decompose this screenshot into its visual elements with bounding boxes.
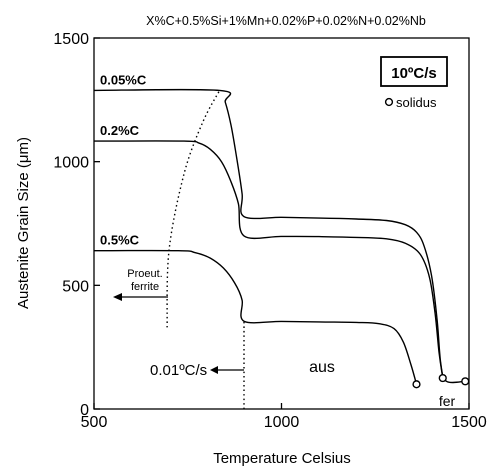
cool-rate-label: 0.01ºC/s — [150, 362, 207, 379]
x-tick-label: 1500 — [451, 414, 487, 431]
solidus-legend-marker — [384, 97, 394, 107]
x-tick-label: 1000 — [264, 414, 300, 431]
y-tick-label: 0 — [80, 402, 89, 419]
solidus-marker — [438, 373, 447, 383]
series-label-0.2%C: 0.2%C — [100, 123, 140, 138]
solidus-marker — [461, 377, 470, 386]
series-label-0.05%C: 0.05%C — [100, 72, 147, 87]
solidus-legend-label: solidus — [396, 95, 437, 110]
y-tick-label: 1500 — [53, 31, 89, 48]
solidus-marker — [412, 380, 421, 389]
x-tick-label: 500 — [81, 414, 108, 431]
aus-label: aus — [309, 359, 335, 376]
series-label-0.5%C: 0.5%C — [100, 233, 140, 248]
fer-label: fer — [439, 393, 456, 409]
x-axis-title: Temperature Celsius — [213, 450, 351, 467]
rate-legend-box — [380, 56, 448, 87]
y-tick-label: 500 — [62, 278, 89, 295]
y-tick-label: 1000 — [53, 155, 89, 172]
rate-legend-label: 10ºC/s — [391, 65, 437, 82]
y-axis-title: Austenite Grain Size (μm) — [15, 137, 32, 309]
proeut-label-line1: Proeut. — [127, 268, 162, 280]
proeutectoid-ferrite-boundary-line — [166, 90, 221, 328]
series-line-0.2%C — [93, 140, 444, 379]
plot-frame — [93, 37, 470, 410]
series-line-0.5%C — [93, 249, 418, 385]
cool-rate-arrow-head — [210, 366, 218, 374]
chart-title: X%C+0.5%Si+1%Mn+0.02%P+0.02%N+0.02%Nb — [146, 14, 426, 28]
proeut-arrow-head — [113, 293, 122, 301]
proeut-label-line2: ferrite — [131, 281, 159, 293]
series-line-0.05%C — [93, 88, 466, 384]
